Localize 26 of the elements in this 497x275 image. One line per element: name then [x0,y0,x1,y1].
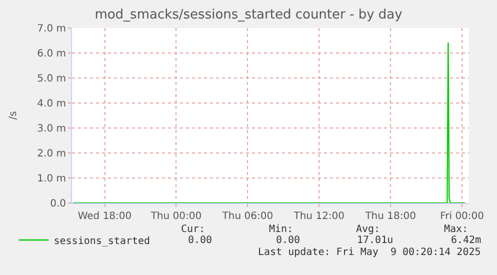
y-tick-label: 5.0 m [37,74,66,84]
text: 6.42m [451,235,482,246]
text: 17.01u [357,235,394,246]
y-tick-label: 3.0 m [37,124,66,134]
x-tick-label: Thu 18:00 [364,211,416,222]
x-tick-label: Thu 00:00 [150,211,202,222]
y-tick-label: 6.0 m [37,48,66,60]
x-tick-label: Thu 06:00 [221,211,274,222]
chart-title: mod_smacks/sessions_started counter - by day [94,8,403,23]
y-tick-label: 2.0 m [37,148,66,160]
text: Cur: [181,224,206,235]
x-tick-label: Thu 12:00 [292,211,345,222]
text: 0.00 [276,235,300,246]
x-tick-label: Wed 18:00 [78,211,132,222]
y-axis-title: /s [8,111,20,120]
y-tick-label: 0.0 [50,198,66,210]
text: 0.00 [188,235,212,246]
text: Avg: [356,224,380,235]
y-tick-label: 1.0 m [37,174,66,184]
text: Last update: Fri May 9 00:20:14 2025 [258,247,481,258]
legend-label: sessions_started [54,236,150,247]
y-tick-label: 7.0 m [37,24,66,34]
x-tick-label: Fri 00:00 [440,211,484,222]
y-tick-label: 4.0 m [37,98,66,110]
text: Max: [444,224,468,235]
text: Min: [269,224,294,235]
